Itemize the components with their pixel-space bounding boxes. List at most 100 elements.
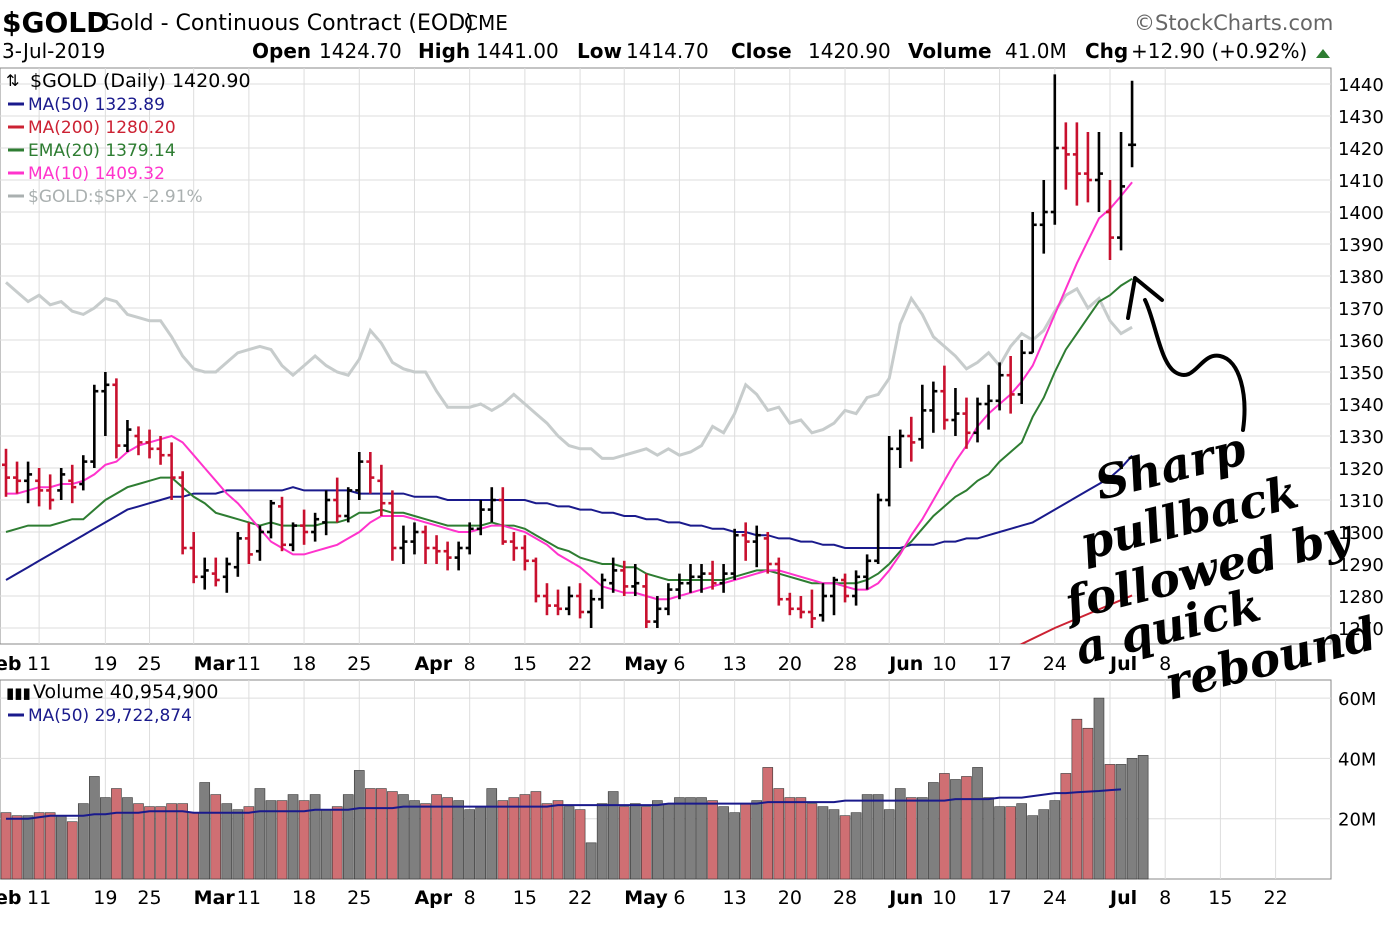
legend-ma200: MA(200) 1280.20	[28, 118, 176, 138]
volume-x-tick-label: 18	[292, 887, 316, 909]
ma50-line	[5, 454, 1133, 581]
ohlc-bar	[399, 525, 408, 564]
ohlc-bar	[995, 362, 1004, 411]
volume-bar	[1082, 727, 1094, 880]
ohlc-bar	[68, 464, 77, 504]
price-tick-label: 1350	[1338, 363, 1384, 384]
volume-bar	[718, 806, 729, 880]
ohlc-bar	[178, 471, 187, 555]
volume-bar	[685, 797, 696, 880]
ohlc-bar	[498, 487, 507, 545]
volume-bar	[629, 803, 641, 880]
ohlc-bar	[830, 576, 838, 616]
volume-label: Volume	[908, 39, 992, 63]
x-tick-label: 28	[833, 653, 857, 675]
ohlc-bar	[896, 429, 905, 468]
ohlc-bar	[796, 596, 805, 619]
ohlc-bar	[686, 564, 695, 593]
ohlc-bar	[167, 442, 176, 500]
legend-ma10: MA(10) 1409.32	[28, 164, 165, 184]
volume-bar	[641, 806, 652, 880]
ohlc-bar	[432, 535, 441, 564]
ohlc-bar	[244, 522, 253, 564]
open-label: Open	[252, 39, 311, 63]
price-tick-label: 1310	[1338, 491, 1384, 512]
volume-bar	[1027, 815, 1039, 880]
volume-bar	[1137, 755, 1149, 880]
x-tick-label: Mar	[194, 653, 236, 675]
volume-bar	[55, 815, 67, 880]
price-tick-label: 1270	[1338, 619, 1384, 640]
ohlc-bar	[1072, 122, 1081, 206]
volume-bar	[519, 794, 531, 880]
volume-x-tick-label: eb	[0, 887, 21, 909]
open-value: 1424.70	[319, 39, 402, 63]
ohlc-bar	[863, 554, 872, 590]
low-value: 1414.70	[626, 39, 709, 63]
price-tick-label: 1430	[1338, 107, 1384, 128]
volume-bar	[817, 806, 829, 880]
volume-bar	[530, 791, 542, 880]
ohlc-bar	[973, 397, 982, 443]
volume-bar	[850, 812, 862, 880]
volume-tick-label: 60M	[1338, 689, 1376, 710]
x-tick-label: Jul	[1108, 653, 1137, 675]
volume-bar	[33, 812, 45, 880]
ohlc-bar	[984, 384, 993, 430]
volume-x-tick-label: 24	[1043, 887, 1067, 909]
volume-bar	[77, 803, 89, 880]
ohlc-bar	[366, 452, 375, 494]
price-frame	[0, 67, 1332, 645]
close-value: 1420.90	[808, 39, 891, 63]
volume-bar	[431, 794, 442, 880]
ohlc-bar	[697, 564, 706, 593]
volume-bar	[365, 788, 376, 880]
volume-x-tick-label: 8	[1159, 887, 1171, 909]
volume-x-tick-label: 13	[723, 887, 747, 909]
ohlc-bar	[852, 570, 861, 606]
volume-x-tick-label: Jun	[887, 887, 923, 909]
x-tick-label: 25	[137, 653, 161, 675]
volume-bar	[917, 797, 928, 880]
volume-bar	[254, 788, 266, 880]
volume-bar	[1093, 697, 1105, 880]
volume-x-tick-label: 15	[1208, 887, 1232, 909]
ohlc-bar	[631, 564, 640, 596]
ohlc-bar	[874, 493, 883, 564]
ohlc-bar	[410, 522, 419, 555]
volume-bar	[1071, 718, 1083, 880]
volume-tick-label: 20M	[1338, 810, 1376, 831]
ohlc-bar	[145, 429, 154, 459]
volume-x-tick-label: 19	[93, 887, 117, 909]
volume-bar	[1060, 773, 1072, 880]
volume-bar	[994, 806, 1005, 880]
ohlc-bar	[1006, 356, 1015, 414]
ohlc-bar	[962, 397, 971, 449]
ohlc-bar	[664, 583, 673, 616]
volume-bar	[265, 800, 277, 880]
date-text: 3-Jul-2019	[2, 39, 105, 63]
ohlc-bar	[200, 557, 209, 590]
volume-x-tick-label: 11	[27, 887, 51, 909]
x-tick-label: 11	[237, 653, 261, 675]
annotation-arrow	[1126, 276, 1247, 432]
ohlc-bar	[576, 583, 585, 619]
ohlc-bar	[885, 436, 894, 507]
volume-x-tick-label: 22	[1264, 887, 1288, 909]
ohlc-bar	[818, 583, 827, 622]
volume-bar	[11, 815, 23, 880]
volume-bar	[762, 767, 774, 880]
volume-bar	[464, 809, 475, 880]
ohlc-bar	[951, 388, 960, 436]
volume-bar	[0, 812, 12, 880]
low-label: Low	[577, 39, 622, 63]
volume-bar	[795, 797, 807, 880]
volume-bar	[398, 794, 409, 880]
volume-bar	[1016, 803, 1027, 880]
volume-bar	[497, 800, 509, 880]
price-tick-label: 1300	[1338, 523, 1384, 544]
volume-bar	[376, 788, 387, 880]
